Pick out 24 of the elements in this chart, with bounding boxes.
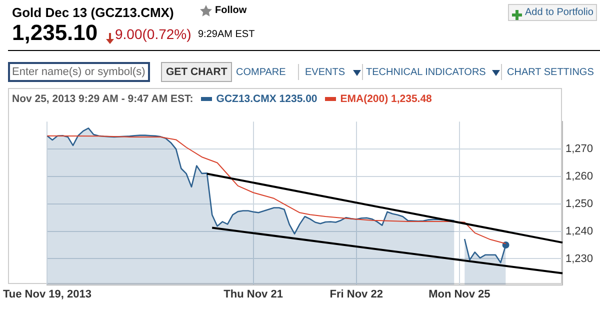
text: Add to Portfolio	[508, 4, 598, 21]
x-tick-label: Thu Nov 21	[224, 288, 283, 300]
chart-subtitle: 1,235.10	[12, 20, 98, 46]
text: CHART SETTINGS	[507, 67, 594, 78]
text: Follow	[215, 5, 247, 16]
chart-title: Gold Dec 13 (GCZ13.CMX)	[12, 5, 174, 20]
text: Enter name(s) or symbol(s)	[8, 62, 150, 82]
legend-label: EMA(200) 1,235.48	[339, 93, 432, 105]
y-tick-label: 1,270	[565, 143, 594, 156]
text: EVENTS	[305, 67, 346, 78]
x-tick-label: Mon Nov 25	[428, 288, 490, 300]
text: TECHNICAL INDICATORS	[366, 67, 486, 78]
legend-label: GCZ13.CMX 1235.00	[215, 93, 318, 105]
text: COMPARE	[236, 67, 286, 78]
x-tick-label: Fri Nov 22	[330, 288, 383, 300]
x-tick-label: Tue Nov 19, 2013	[3, 288, 92, 300]
y-tick-label: 1,240	[565, 225, 594, 238]
text: GET CHART	[161, 62, 232, 82]
text: 9.00(0.72%)	[115, 26, 192, 42]
y-tick-label: 1,230	[565, 252, 594, 265]
y-tick-label: 1,250	[565, 198, 594, 210]
legend-title: Nov 25, 2013 9:29 AM - 9:47 AM EST:	[12, 93, 194, 105]
text: 9:29AM EST	[198, 29, 255, 40]
y-tick-label: 1,260	[565, 170, 594, 182]
